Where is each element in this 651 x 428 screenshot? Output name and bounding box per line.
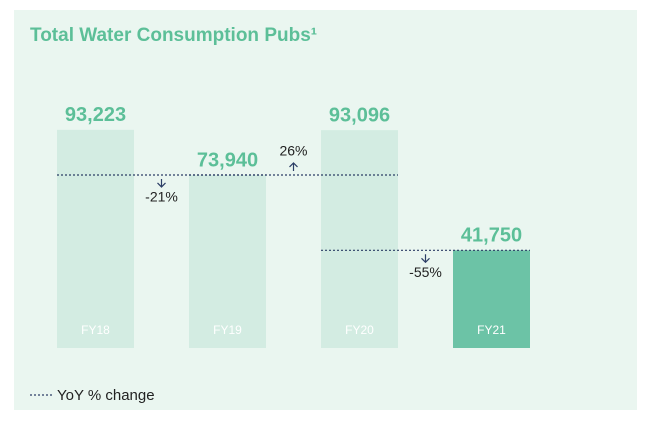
chart-title: Total Water Consumption Pubs¹: [30, 25, 317, 46]
category-label: FY18: [81, 323, 110, 337]
bar-value-label: 41,750: [461, 225, 522, 247]
yoy-arrow: [289, 162, 298, 171]
bar: [453, 250, 530, 348]
bar-value-label: 93,223: [65, 104, 126, 126]
yoy-label: -21%: [145, 189, 178, 205]
category-label: FY21: [477, 323, 506, 337]
yoy-label: 26%: [279, 143, 307, 159]
yoy-arrow: [421, 254, 430, 264]
bar: [189, 174, 266, 348]
bar: [57, 129, 134, 348]
bar: [321, 130, 398, 348]
legend-label: YoY % change: [57, 387, 155, 404]
bar-value-label: 73,940: [197, 149, 258, 171]
bar-value-label: 93,096: [329, 104, 390, 126]
category-label: FY20: [345, 323, 374, 337]
category-label: FY19: [213, 323, 242, 337]
yoy-arrow: [157, 178, 166, 188]
yoy-label: -55%: [409, 264, 442, 280]
